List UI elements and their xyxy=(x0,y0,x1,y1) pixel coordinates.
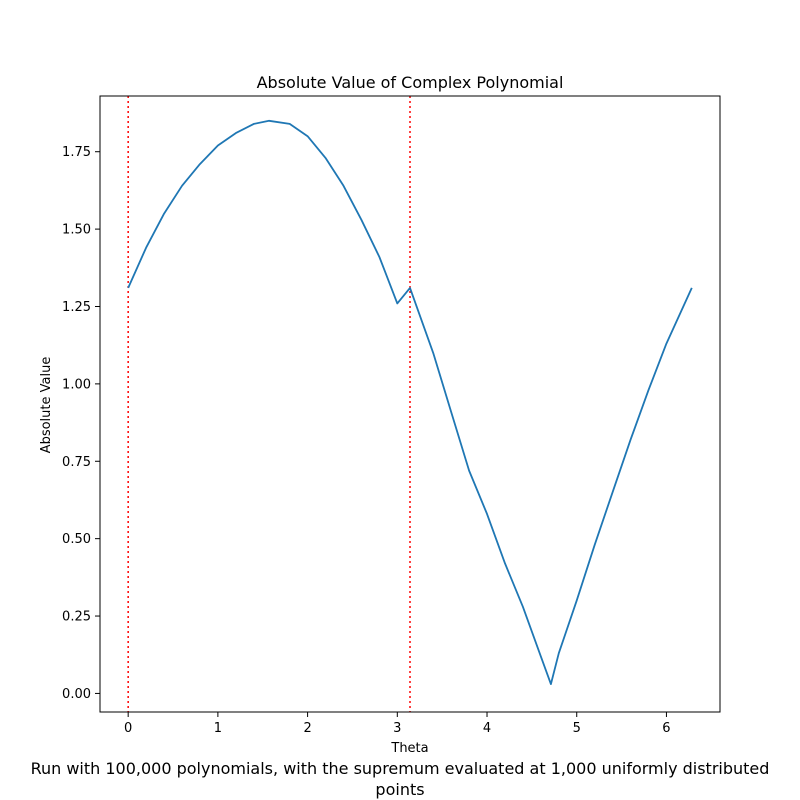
y-tick-label: 0.75 xyxy=(62,455,91,470)
line-chart: Absolute Value of Complex Polynomial 0 1 2… xyxy=(39,73,721,756)
caption-line-2: points xyxy=(375,780,425,799)
series-line-0 xyxy=(127,119,693,685)
x-tick-label: 0 xyxy=(124,721,132,736)
plot-frame xyxy=(99,95,721,713)
x-tick-label: 3 xyxy=(393,721,401,736)
x-tick-label: 4 xyxy=(483,721,491,736)
y-tick-label: 1.75 xyxy=(62,145,91,160)
y-tick-label: 0.00 xyxy=(62,687,91,702)
x-tick-label: 6 xyxy=(662,721,670,736)
figure-caption: Run with 100,000 polynomials, with the s… xyxy=(0,758,800,800)
chart-title: Absolute Value of Complex Polynomial xyxy=(257,73,564,92)
y-axis-label: Absolute Value xyxy=(39,357,54,454)
y-tick-label: 1.50 xyxy=(62,223,91,238)
x-tick-label: 1 xyxy=(214,721,222,736)
x-tick-label: 5 xyxy=(573,721,581,736)
y-tick-label: 0.25 xyxy=(62,610,91,625)
y-tick-label: 1.25 xyxy=(62,300,91,315)
x-axis-label: Theta xyxy=(390,741,428,756)
y-tick-label: 1.00 xyxy=(62,377,91,392)
y-tick-label: 0.50 xyxy=(62,532,91,547)
caption-line-1: Run with 100,000 polynomials, with the s… xyxy=(30,759,770,778)
x-tick-label: 2 xyxy=(303,721,311,736)
